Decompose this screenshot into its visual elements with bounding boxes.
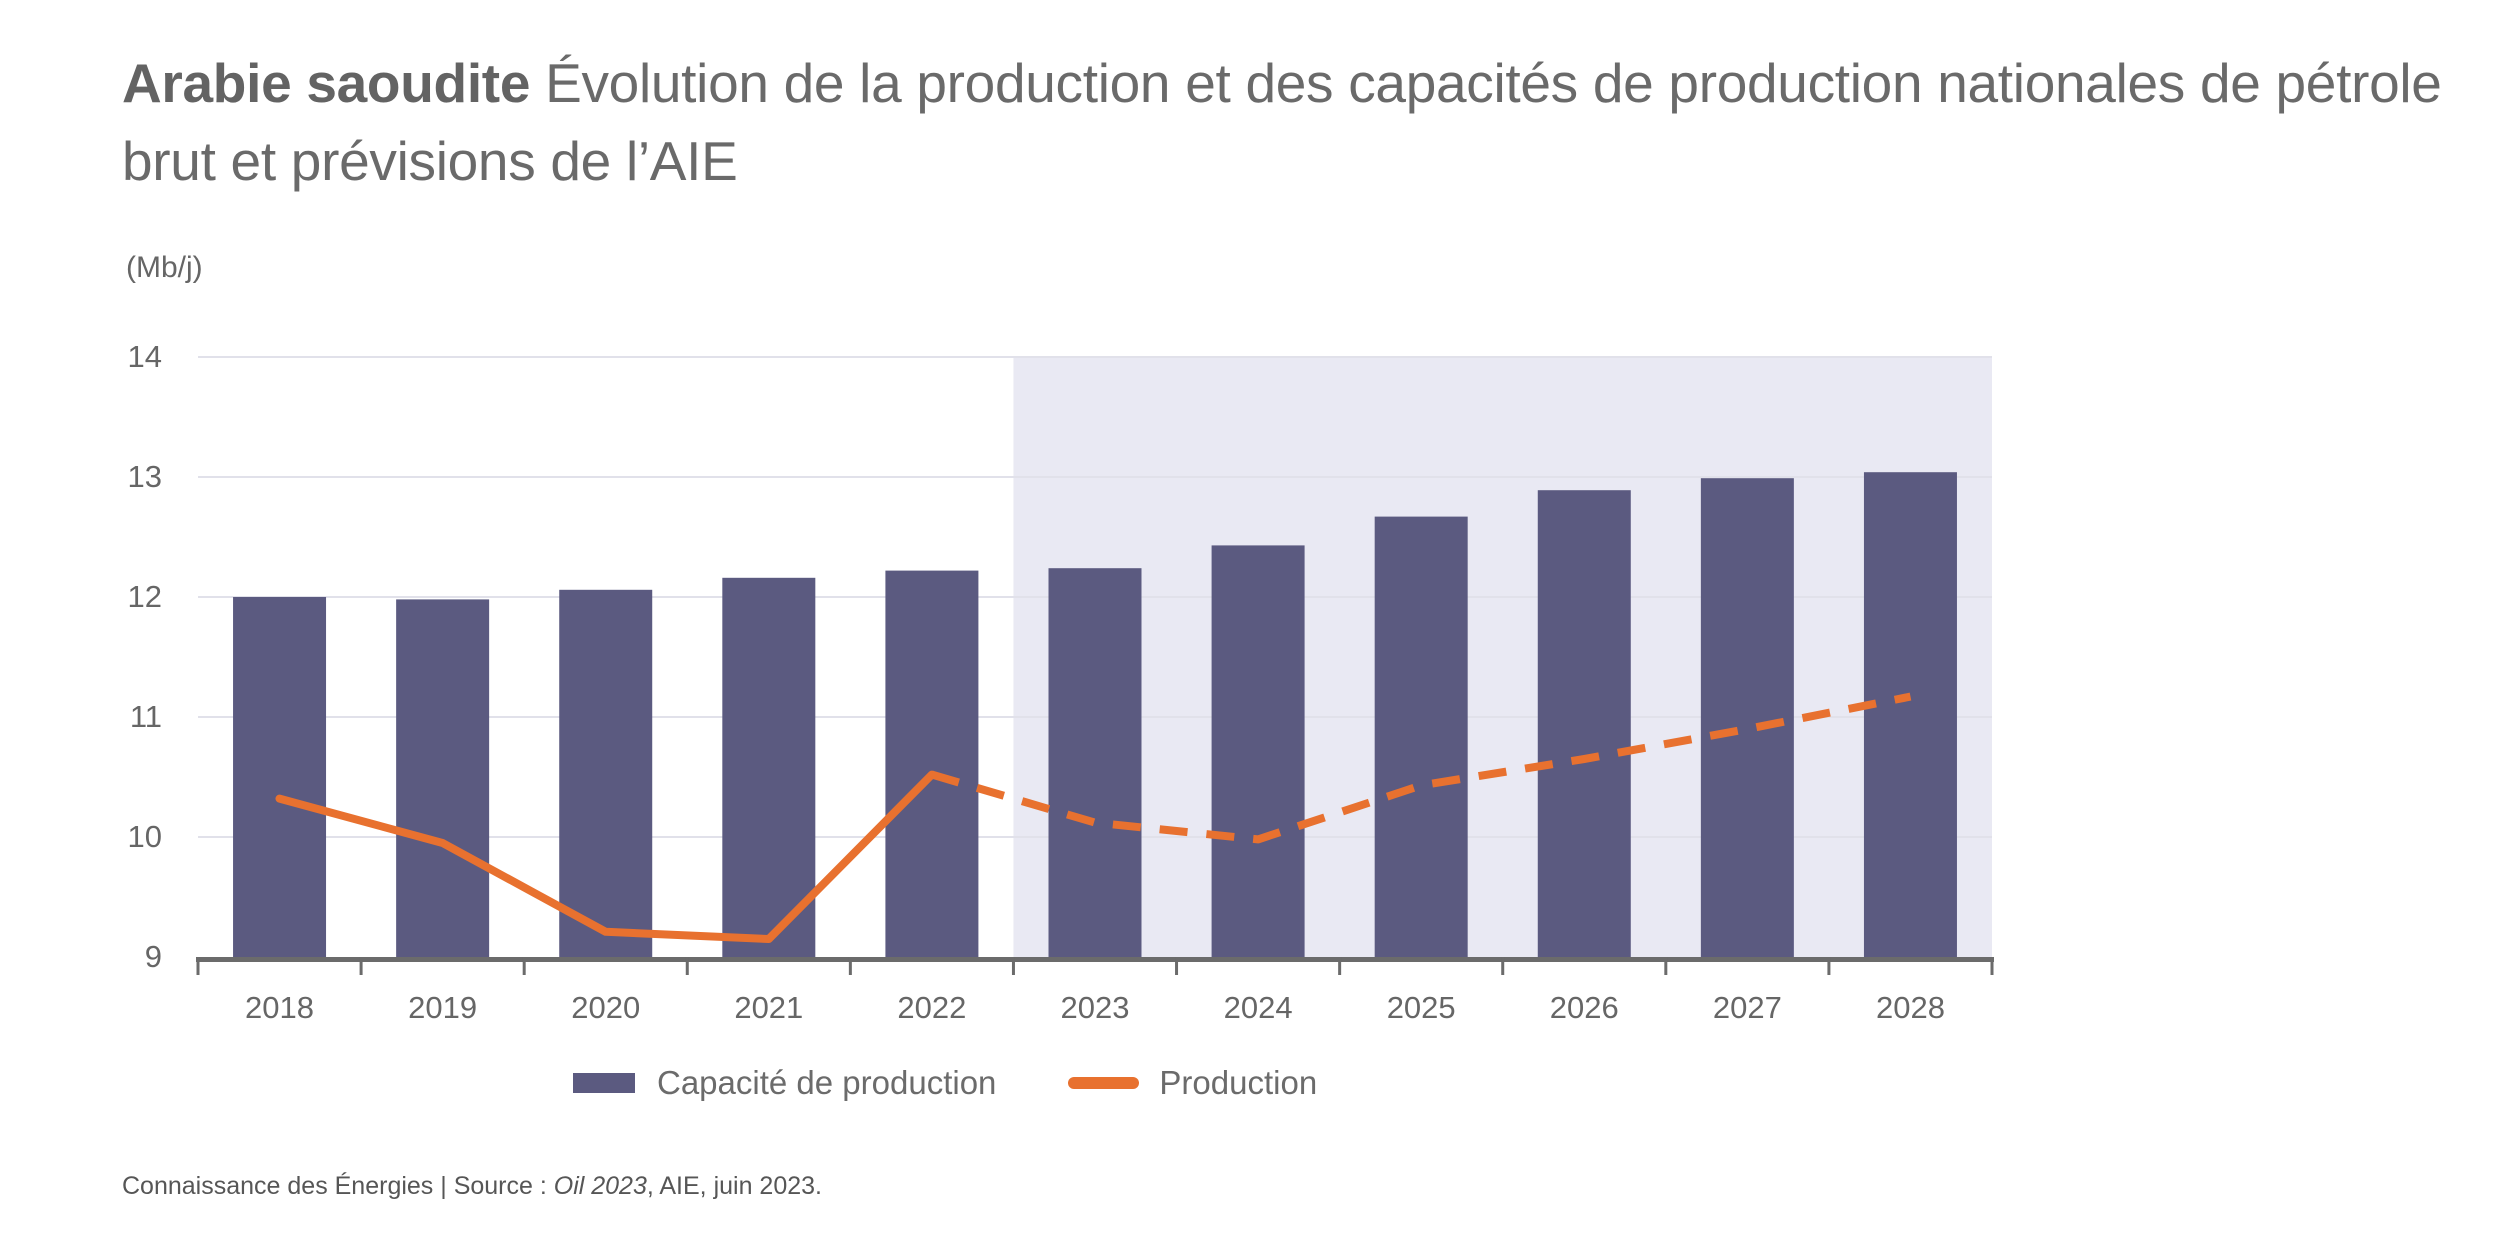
capacity-bar (1048, 568, 1142, 958)
capacity-bar (1537, 490, 1631, 958)
y-tick-label: 10 (127, 819, 162, 854)
legend-production-label: Production (1159, 1064, 1318, 1101)
y-axis-unit-label: (Mb/j) (126, 251, 203, 284)
x-axis-tick (1990, 957, 1994, 975)
x-tick-label: 2028 (1875, 990, 1945, 1025)
source-suffix: , AIE, juin 2023. (646, 1172, 822, 1200)
legend-capacity-label: Capacité de production (657, 1064, 997, 1101)
chart-title: Arabie saoudite Évolution de la producti… (122, 44, 2482, 200)
x-axis-line (196, 957, 1994, 962)
y-tick-label: 9 (144, 939, 162, 974)
y-tick-label: 11 (129, 699, 162, 734)
x-axis-tick (1501, 957, 1505, 975)
x-axis-tick (196, 957, 200, 975)
capacity-bar (885, 570, 979, 958)
forecast-shading (1013, 357, 1992, 958)
capacity-bar (1374, 516, 1468, 958)
source-attribution: Connaissance des Énergies | Source : Oil… (122, 1172, 822, 1201)
y-tick-label: 14 (127, 339, 162, 374)
x-tick-label: 2026 (1549, 990, 1619, 1025)
x-tick-label: 2027 (1712, 990, 1782, 1025)
x-axis-tick (685, 957, 689, 975)
capacity-bar (722, 577, 816, 958)
capacity-bar (1700, 478, 1794, 958)
x-axis-tick (522, 957, 526, 975)
x-tick-label: 2023 (1060, 990, 1130, 1025)
capacity-bar (233, 597, 327, 958)
x-axis-tick (1664, 957, 1668, 975)
x-axis-tick (848, 957, 852, 975)
y-tick-label: 13 (127, 459, 162, 494)
chart-title-subtitle: Évolution de la production et des capaci… (122, 52, 2442, 192)
production-line-solid (275, 770, 936, 943)
x-axis-tick (1827, 957, 1831, 975)
x-axis-tick (1338, 957, 1342, 975)
legend-production-line-icon (1068, 1077, 1140, 1089)
capacity-bar (559, 589, 653, 958)
x-tick-label: 2025 (1386, 990, 1456, 1025)
x-tick-label: 2019 (408, 990, 478, 1025)
x-tick-label: 2020 (571, 990, 641, 1025)
source-title-italic: Oil 2023 (553, 1172, 647, 1200)
x-tick-label: 2021 (734, 990, 804, 1025)
source-prefix: Connaissance des Énergies | Source : (122, 1172, 554, 1200)
y-tick-label: 12 (127, 579, 162, 614)
capacity-bar (1211, 545, 1305, 958)
legend-capacity-swatch (573, 1073, 635, 1093)
capacity-bar (396, 599, 490, 958)
legend: Capacité de production Production (573, 1058, 1317, 1108)
capacity-bar (1863, 472, 1957, 958)
x-axis-tick (1011, 957, 1015, 975)
chart-title-country: Arabie saoudite (122, 52, 531, 114)
x-tick-label: 2022 (897, 990, 967, 1025)
x-tick-label: 2024 (1223, 990, 1293, 1025)
x-tick-label: 2018 (245, 990, 315, 1025)
x-axis-tick (1175, 957, 1179, 975)
x-axis-tick (359, 957, 363, 975)
